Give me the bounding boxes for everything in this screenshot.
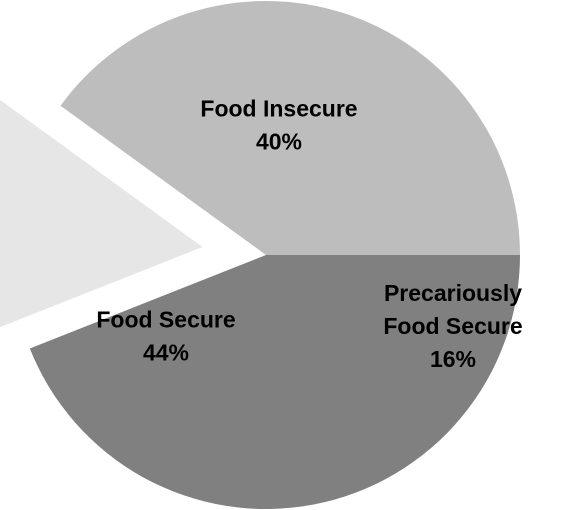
slice-value: 16%: [430, 346, 476, 372]
slice-name-line: Precariously: [384, 280, 522, 306]
slice-label-precariously-food-secure: Precariously Food Secure 16%: [383, 280, 522, 372]
slice-name-line: Food Secure: [96, 307, 235, 333]
slice-value: 40%: [256, 129, 302, 155]
slice-name-line: Food Secure: [383, 313, 522, 339]
slice-value: 44%: [143, 340, 189, 366]
pie-labels: Food Insecure 40% Precariously Food Secure 1…: [96, 96, 522, 373]
pie-slices: [0, 1, 521, 509]
slice-label-food-insecure: Food Insecure 40%: [200, 96, 357, 155]
slice-label-food-secure: Food Secure 44%: [96, 307, 235, 366]
slice-name-line: Food Insecure: [200, 96, 357, 122]
pie-slice-food-insecure: [60, 1, 521, 256]
pie-slice-food-secure: [29, 255, 521, 509]
pie-slice-precariously-food-secure: [0, 99, 203, 328]
